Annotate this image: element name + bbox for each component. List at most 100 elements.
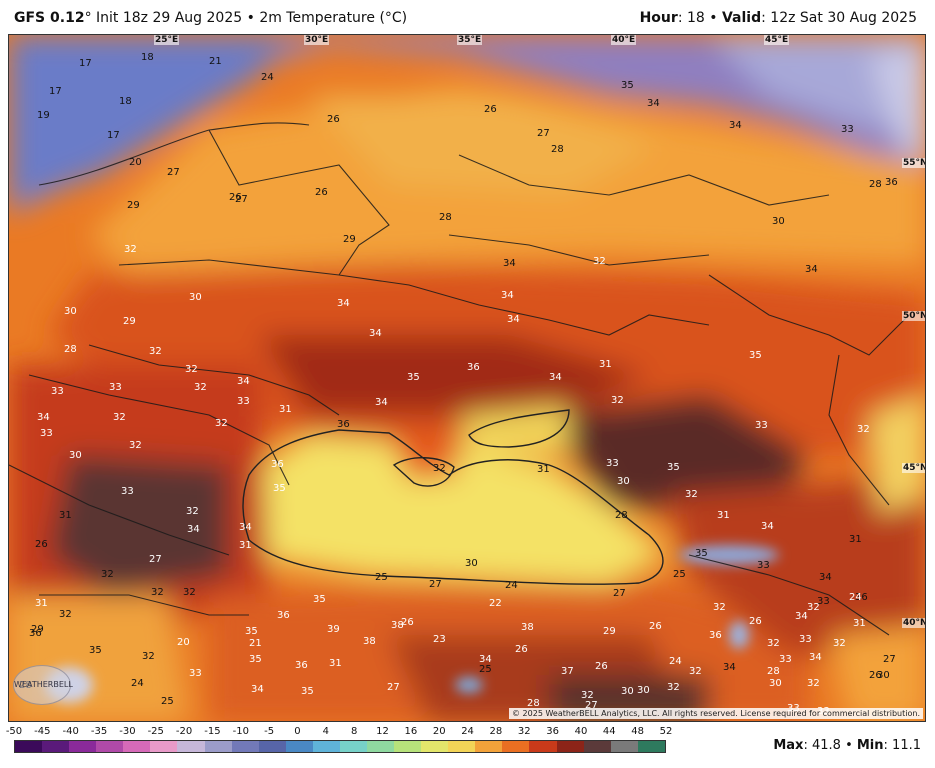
colorbar-tick: -30	[119, 726, 136, 737]
temperature-label: 33	[109, 382, 122, 393]
temperature-label: 30	[772, 216, 785, 227]
model-name: GFS 0.12	[14, 10, 85, 26]
temperature-label: 34	[795, 611, 808, 622]
colorbar-tick: -5	[264, 726, 275, 737]
temperature-label: 34	[507, 314, 520, 325]
temperature-label: 21	[209, 56, 222, 67]
temperature-label: 35	[695, 548, 708, 559]
colorbar-segment	[123, 741, 151, 752]
temperature-label: 36	[337, 419, 350, 430]
temperature-label: 26	[515, 644, 528, 655]
temperature-label: 32	[807, 602, 820, 613]
temperature-label: 36	[29, 628, 42, 639]
temperature-label: 34	[819, 572, 832, 583]
temperature-label: 35	[667, 462, 680, 473]
latitude-label: 45°N	[902, 463, 925, 473]
temperature-label: 30	[769, 678, 782, 689]
temperature-label: 31	[717, 510, 730, 521]
colorbar-tick: -45	[34, 726, 51, 737]
temperature-label: 32	[142, 651, 155, 662]
temperature-label: 33	[779, 654, 792, 665]
colorbar-tick: 52	[659, 726, 673, 737]
temperature-label: 32	[581, 690, 594, 701]
longitude-label: 40°E	[611, 35, 637, 45]
temperature-label: 31	[537, 464, 550, 475]
temperature-label: 28	[869, 179, 882, 190]
temperature-label: 34	[809, 652, 822, 663]
temperature-label: 27	[613, 588, 626, 599]
temperature-label: 32	[611, 395, 624, 406]
temperature-label: 36	[277, 610, 290, 621]
temperature-label: 20	[177, 637, 190, 648]
colorbar-segment	[150, 741, 178, 752]
colorbar	[14, 740, 666, 753]
colorbar-segment	[475, 741, 503, 752]
temperature-label: 32	[713, 602, 726, 613]
temperature-map[interactable]: 25°E 30°E 35°E 40°E 45°E 55°N 50°N 45°N 40°N 17…	[8, 34, 926, 722]
temperature-label: 19	[37, 110, 50, 121]
colorbar-segment	[96, 741, 124, 752]
colorbar-tick: -20	[175, 726, 193, 737]
temperature-label: 26	[327, 114, 340, 125]
temperature-label: 29	[127, 200, 140, 211]
temperature-label: 32	[433, 463, 446, 474]
latitude-label: 55°N	[902, 158, 925, 168]
min-value: 11.1	[892, 738, 921, 753]
temperature-label: 31	[599, 359, 612, 370]
temperature-label: 36	[295, 660, 308, 671]
colorbar-segment	[610, 741, 638, 752]
temperature-label: 29	[343, 234, 356, 245]
temperature-label: 22	[489, 598, 502, 609]
temperature-label: 23	[433, 634, 446, 645]
colorbar-segment	[556, 741, 584, 752]
colorbar-tick: 36	[546, 726, 559, 737]
longitude-label: 45°E	[764, 35, 790, 45]
colorbar-tick: 24	[461, 726, 474, 737]
temperature-label: 32	[59, 609, 72, 620]
colorbar-tick: 40	[574, 726, 588, 737]
temperature-label: 30	[621, 686, 634, 697]
temperature-label: 30	[64, 306, 77, 317]
temperature-label: 32	[149, 346, 162, 357]
temperature-label: 31	[59, 510, 72, 521]
temperature-label: 28	[527, 698, 540, 709]
temperature-label: 35	[245, 626, 258, 637]
max-label: Max	[773, 738, 804, 753]
temperature-label: 35	[89, 645, 102, 656]
valid-value: 12z Sat 30 Aug 2025	[770, 10, 917, 26]
temperature-label: 32	[124, 244, 137, 255]
colorbar-segment	[42, 741, 70, 752]
temperature-label: 25	[161, 696, 174, 707]
init-time: Init 18z 29 Aug 2025	[96, 10, 243, 26]
temperature-label: 27	[235, 194, 248, 205]
colorbar-tick: 0	[294, 726, 301, 737]
longitude-label: 30°E	[304, 35, 330, 45]
temperature-label: 33	[189, 668, 202, 679]
field-name: 2m Temperature (°C)	[259, 10, 408, 26]
temperature-label: 26	[484, 104, 497, 115]
temperature-label: 17	[107, 130, 120, 141]
temperature-label: 34	[37, 412, 50, 423]
temperature-label: 28	[439, 212, 452, 223]
colorbar-tick: 48	[631, 726, 645, 737]
header-valid: Hour: 18 • Valid: 12z Sat 30 Aug 2025	[639, 10, 917, 26]
header-title: GFS 0.12° Init 18z 29 Aug 2025 • 2m Temp…	[14, 10, 407, 26]
colorbar-segment	[15, 741, 43, 752]
colorbar-segment	[339, 741, 368, 752]
temperature-label: 34	[549, 372, 562, 383]
colorbar-segment	[285, 741, 313, 752]
temperature-label: 32	[689, 666, 702, 677]
temperature-label: 35	[621, 80, 634, 91]
temperature-label: 25	[479, 664, 492, 675]
colorbar-tick: 12	[376, 726, 389, 737]
min-label: Min	[856, 738, 884, 753]
colorbar-tick: 44	[602, 726, 616, 737]
colorbar-tick: -25	[147, 726, 164, 737]
temperature-label: 36	[467, 362, 480, 373]
temperature-label: 26	[315, 187, 328, 198]
temperature-label: 35	[313, 594, 326, 605]
colorbar-segment	[448, 741, 476, 752]
temperature-label: 38	[391, 620, 404, 631]
temperature-label: 31	[849, 534, 862, 545]
separator: •	[246, 10, 255, 26]
